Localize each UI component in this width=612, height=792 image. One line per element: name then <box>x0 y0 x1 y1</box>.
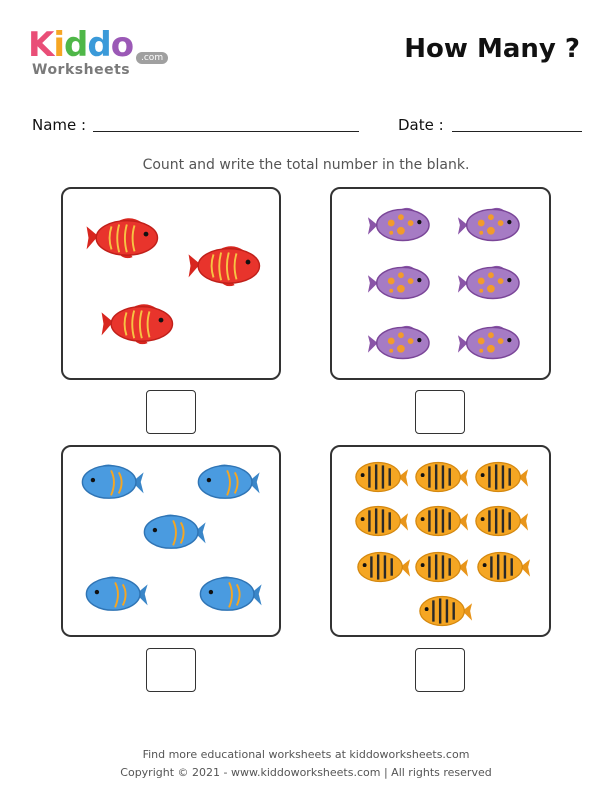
name-label: Name : <box>32 116 87 134</box>
orange-fish-icon <box>418 595 474 627</box>
logo-letter: i <box>53 25 65 65</box>
logo-wordmark: Kiddo <box>28 25 134 65</box>
footer-promo: Find more educational worksheets at kidd… <box>142 748 470 761</box>
orange-fish-icon <box>414 505 470 537</box>
orange-fish-icon <box>414 461 470 493</box>
purple-fish-icon <box>367 265 430 300</box>
purple-fish-icon <box>457 207 520 242</box>
logo-letter: o <box>110 25 134 65</box>
logo-com-badge: .com <box>136 52 169 64</box>
red-fish-icon <box>85 217 159 259</box>
blue-fish-icon <box>197 463 261 500</box>
purple-fish-icon <box>457 265 520 300</box>
orange-fish-icon <box>356 551 412 583</box>
orange-fish-icon <box>476 551 532 583</box>
orange-fish-icon <box>474 461 530 493</box>
red-fish-icon <box>100 303 174 345</box>
date-label: Date : <box>398 116 444 134</box>
logo-letter: d <box>87 25 111 65</box>
kiddo-worksheets-logo: Kiddo Worksheets .com <box>28 28 178 84</box>
logo-letter: d <box>64 25 88 65</box>
purple-fish-icon <box>457 325 520 360</box>
footer-copyright: Copyright © 2021 - www.kiddoworksheets.c… <box>120 766 492 779</box>
orange-fish-icon <box>354 505 410 537</box>
instruction-text: Count and write the total number in the … <box>142 157 470 173</box>
answer-box-1[interactable] <box>146 390 196 434</box>
panel-red-fish <box>61 187 281 380</box>
orange-fish-icon <box>414 551 470 583</box>
red-fish-icon <box>187 245 261 287</box>
purple-fish-icon <box>367 325 430 360</box>
panel-purple-fish <box>330 187 551 380</box>
date-field[interactable] <box>452 131 582 132</box>
name-field[interactable] <box>93 131 359 132</box>
answer-box-2[interactable] <box>415 390 465 434</box>
purple-fish-icon <box>367 207 430 242</box>
logo-letter: K <box>28 25 54 65</box>
orange-fish-icon <box>474 505 530 537</box>
blue-fish-icon <box>143 513 207 550</box>
blue-fish-icon <box>81 463 145 500</box>
orange-fish-icon <box>354 461 410 493</box>
answer-box-4[interactable] <box>415 648 465 692</box>
logo-subtitle: Worksheets <box>32 62 131 78</box>
blue-fish-icon <box>199 575 263 612</box>
answer-box-3[interactable] <box>146 648 196 692</box>
blue-fish-icon <box>85 575 149 612</box>
panel-blue-fish <box>61 445 281 637</box>
page-title: How Many ? <box>404 34 580 64</box>
panel-orange-fish <box>330 445 551 637</box>
